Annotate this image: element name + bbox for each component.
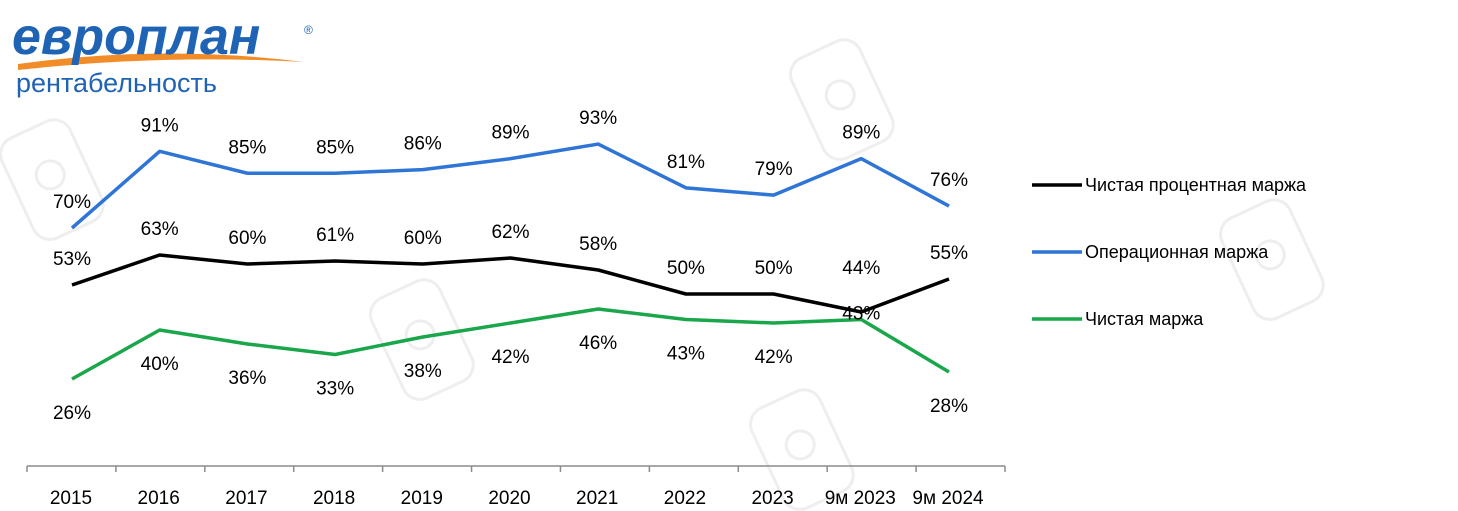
legend-label: Чистая процентная маржа [1085,175,1307,195]
logo-registered-mark: ® [304,23,313,37]
data-labels: 53% 63% 60% 61% 60% 62% 58% 50% 50% 44% 55% 70% 91% 8… [53,108,968,424]
logo-wordmark: европлан [12,8,260,66]
x-axis: 2015 2016 2017 2018 2019 2020 2021 2022 2023 9м 2… [26,465,1006,509]
data-label: 53% [53,249,91,270]
data-label: 89% [842,123,880,144]
data-label: 36% [228,368,266,389]
data-label: 70% [53,192,91,213]
data-label: 60% [404,228,442,249]
data-label: 89% [491,123,529,144]
data-label: 46% [579,333,617,354]
x-tick-label: 2019 [401,488,443,509]
kot-finance-watermarks [0,38,1325,511]
legend-label: Операционная маржа [1085,242,1269,262]
data-label: 62% [491,222,529,243]
data-label: 40% [141,354,179,375]
data-label: 91% [141,115,179,136]
data-label: 79% [755,159,793,180]
data-label: 43% [842,304,880,325]
data-label: 61% [316,225,354,246]
legend-label: Чистая маржа [1085,309,1204,329]
watermark-0 [0,118,105,241]
data-label: 28% [930,396,968,417]
watermark-3 [1219,198,1325,321]
data-label: 63% [141,219,179,240]
data-label: 50% [667,258,705,279]
x-tick-label: 2016 [138,488,180,509]
data-label: 81% [667,152,705,173]
data-label: 76% [930,170,968,191]
data-label: 26% [53,403,91,424]
x-tick-label: 2023 [751,488,793,509]
data-label: 43% [667,344,705,365]
x-tick-label: 9м 2024 [912,488,984,509]
series-lines [70,142,950,381]
x-tick-label: 2020 [488,488,530,509]
data-label: 44% [842,258,880,279]
series-line-1 [70,142,950,230]
x-tick-label: 2021 [576,488,618,509]
data-label: 85% [316,137,354,158]
logo-swoosh [18,53,304,70]
x-tick-label: 9м 2023 [825,488,896,509]
data-label: 50% [755,258,793,279]
watermark-1 [369,278,475,401]
x-tick-label: 2017 [225,488,267,509]
data-label: 86% [404,134,442,155]
data-label: 93% [579,108,617,129]
watermark-2 [789,38,895,161]
series-line-2 [71,307,950,381]
europlan-logo: европлан ® рентабельность [12,8,313,98]
chart-subtitle: рентабельность [16,68,217,98]
data-label: 60% [228,228,266,249]
series-line-0 [71,253,950,314]
data-label: 58% [579,234,617,255]
data-label: 55% [930,243,968,264]
x-tick-label: 2018 [313,488,355,509]
data-label: 38% [404,361,442,382]
data-label: 85% [228,137,266,158]
legend: Чистая процентная маржа Операционная марж… [1032,175,1307,329]
x-tick-label: 2022 [664,488,706,509]
data-label: 33% [316,379,354,400]
x-tick-label: 2015 [50,488,92,509]
data-label: 42% [755,347,793,368]
data-label: 42% [491,347,529,368]
